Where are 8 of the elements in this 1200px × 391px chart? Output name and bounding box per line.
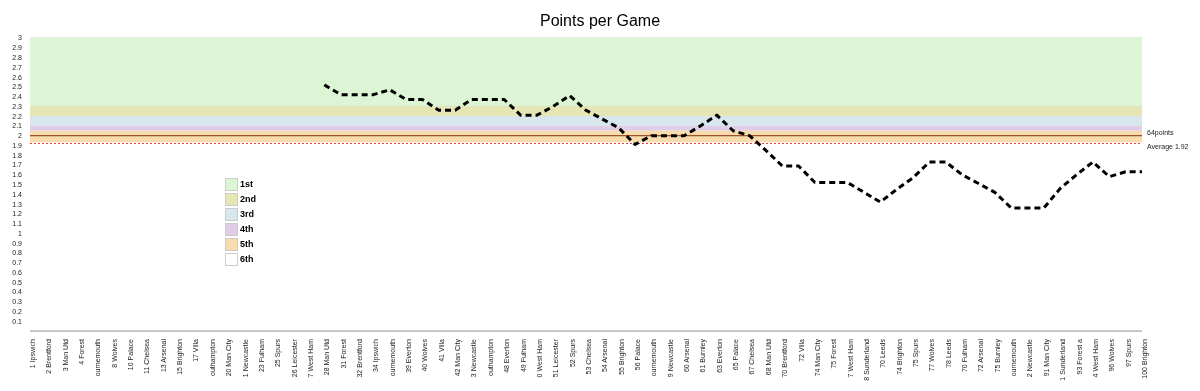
legend-label: 5th	[240, 239, 254, 249]
legend-label: 3rd	[240, 209, 255, 219]
legend-label: 4th	[240, 224, 254, 234]
legend-label: 2nd	[240, 194, 257, 204]
chart-title: Points per Game	[538, 12, 662, 30]
band-label: 6th	[240, 254, 254, 264]
line-series	[322, 83, 1144, 210]
legend-label: 1st	[240, 179, 254, 189]
